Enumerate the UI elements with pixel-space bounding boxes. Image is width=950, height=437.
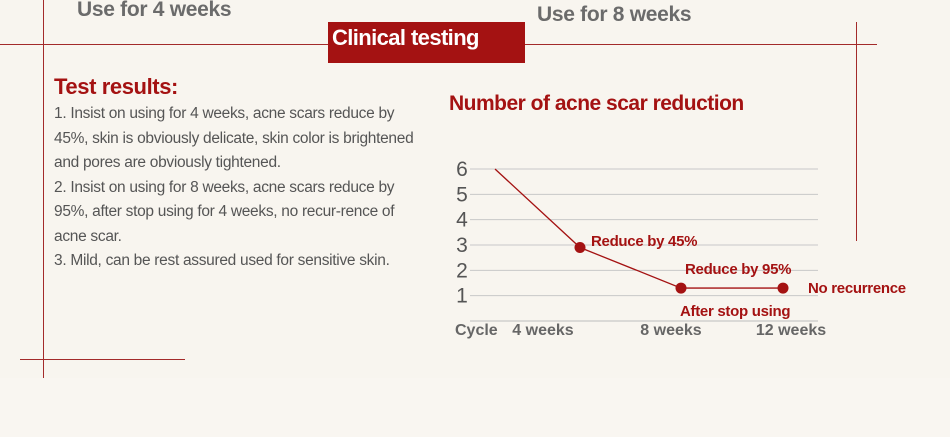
result-item-1: 1. Insist on using for 4 weeks, acne sca… — [54, 105, 414, 171]
series-line — [494, 168, 783, 289]
series-points — [574, 242, 789, 294]
x-axis-title: Cycle — [455, 322, 498, 339]
divider-top-right — [525, 44, 877, 45]
data-point-4-weeks — [574, 242, 586, 254]
y-tick-label: 4 — [456, 209, 468, 232]
data-point-12-weeks — [777, 282, 789, 294]
y-tick-label: 6 — [456, 158, 468, 181]
clinical-testing-banner: Clinical testing — [328, 22, 525, 63]
results-title: Test results: — [54, 74, 178, 99]
y-tick-label: 1 — [456, 285, 468, 308]
frame-left-line — [43, 0, 44, 378]
y-tick-label: 2 — [456, 259, 468, 282]
y-tick-label: 3 — [456, 234, 468, 257]
y-tick-label: 5 — [456, 183, 468, 206]
x-tick-label: 8 weeks — [640, 322, 701, 339]
annotation-reduce-95: Reduce by 95% — [685, 261, 791, 278]
x-tick-label: 4 weeks — [512, 322, 573, 339]
chart-x-ticks: 4 weeks 8 weeks 12 weeks — [512, 322, 826, 339]
chart-gridlines — [470, 168, 818, 297]
x-tick-label: 12 weeks — [756, 322, 826, 339]
chart-y-ticks: 1 234 56 — [456, 158, 468, 308]
divider-bottom-left — [20, 359, 185, 360]
frame-right-line — [856, 22, 857, 241]
results-list: 1. Insist on using for 4 weeks, acne sca… — [54, 102, 414, 274]
caption-use-8-weeks: Use for 8 weeks — [537, 3, 692, 26]
result-item-2: 2. Insist on using for 8 weeks, acne sca… — [54, 178, 395, 245]
caption-use-4-weeks: Use for 4 weeks — [77, 0, 232, 21]
annotation-reduce-45: Reduce by 45% — [591, 233, 697, 250]
result-item-3: 3. Mild, can be rest assured used for se… — [54, 252, 390, 269]
bottom-band — [0, 378, 950, 437]
annotation-after-stop: After stop using — [680, 303, 790, 320]
divider-top-left — [0, 44, 330, 45]
annotation-no-recurrence: No recurrence — [808, 280, 906, 297]
data-point-8-weeks — [675, 282, 687, 294]
chart-annotations: Reduce by 45% Reduce by 95% After stop usi… — [591, 233, 906, 320]
chart-title: Number of acne scar reduction — [449, 92, 744, 115]
